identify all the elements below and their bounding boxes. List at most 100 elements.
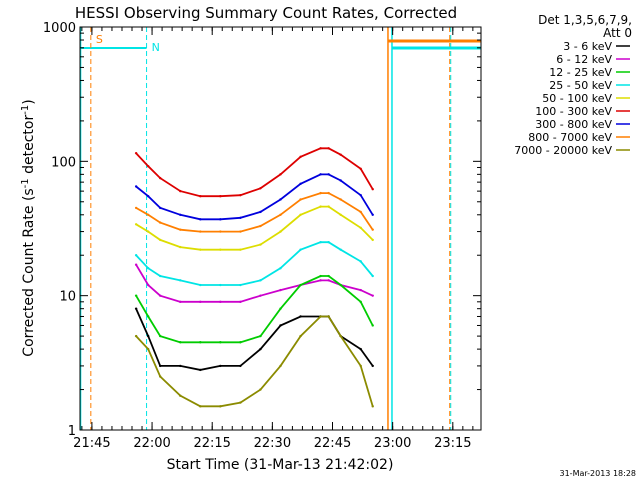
data-point-3to6kev bbox=[359, 347, 362, 351]
data-point-25to50kev bbox=[259, 279, 262, 282]
data-point-7000to20000kev bbox=[371, 405, 374, 408]
data-point-3to6kev bbox=[219, 364, 222, 368]
data-point-800to7000kev bbox=[199, 230, 202, 233]
data-point-3to6kev bbox=[179, 364, 182, 368]
legend-label: 800 - 7000 keV bbox=[528, 131, 612, 144]
data-point-300to800kev bbox=[159, 206, 162, 210]
data-point-12to25kev bbox=[299, 283, 302, 287]
data-point-800to7000kev bbox=[339, 198, 342, 201]
data-point-6to12kev bbox=[371, 294, 374, 297]
x-tick-label: 22:45 bbox=[314, 436, 351, 451]
x-tick-label: 23:00 bbox=[374, 436, 411, 451]
x-tick-label: 22:15 bbox=[193, 436, 230, 451]
data-point-50to100kev bbox=[259, 243, 262, 246]
data-point-100to300kev bbox=[327, 147, 330, 150]
data-point-25to50kev bbox=[339, 248, 342, 251]
data-point-50to100kev bbox=[134, 223, 138, 226]
footer-date: 31-Mar-2013 18:28 bbox=[560, 469, 637, 478]
data-point-7000to20000kev bbox=[327, 315, 330, 318]
y-axis: 1 10 100 1000 bbox=[43, 21, 481, 439]
series-line-12to25kev bbox=[135, 275, 374, 344]
data-point-800to7000kev bbox=[371, 228, 374, 231]
data-point-7000to20000kev bbox=[239, 401, 242, 404]
data-point-50to100kev bbox=[199, 248, 202, 251]
legend-label: 3 - 6 keV bbox=[563, 40, 612, 53]
data-point-6to12kev bbox=[219, 300, 222, 304]
y-tick-label: 1000 bbox=[43, 21, 76, 36]
data-point-800to7000kev bbox=[279, 213, 282, 216]
data-point-6to12kev bbox=[259, 294, 262, 297]
data-point-100to300kev bbox=[146, 164, 150, 168]
data-point-50to100kev bbox=[359, 226, 362, 230]
band-label-s: S bbox=[96, 33, 103, 46]
data-point-100to300kev bbox=[371, 188, 374, 191]
data-point-50to100kev bbox=[146, 230, 150, 233]
data-point-100to300kev bbox=[219, 195, 222, 198]
data-point-800to7000kev bbox=[179, 228, 182, 231]
legend-label: 12 - 25 keV bbox=[549, 66, 612, 79]
data-point-800to7000kev bbox=[146, 213, 150, 216]
chart-title: HESSI Observing Summary Count Rates, Cor… bbox=[75, 4, 457, 22]
data-point-100to300kev bbox=[134, 151, 138, 155]
data-point-800to7000kev bbox=[259, 224, 262, 228]
data-point-300to800kev bbox=[327, 173, 330, 176]
data-point-50to100kev bbox=[299, 213, 302, 216]
data-point-300to800kev bbox=[319, 173, 322, 176]
data-point-12to25kev bbox=[199, 341, 202, 344]
data-point-3to6kev bbox=[371, 364, 374, 368]
data-point-50to100kev bbox=[239, 248, 242, 251]
legend-label: 100 - 300 keV bbox=[535, 105, 612, 118]
data-point-12to25kev bbox=[359, 300, 362, 304]
data-point-300to800kev bbox=[371, 213, 374, 216]
data-point-25to50kev bbox=[319, 241, 322, 244]
data-point-12to25kev bbox=[339, 283, 342, 287]
data-point-50to100kev bbox=[327, 205, 330, 208]
data-point-7000to20000kev bbox=[319, 315, 322, 318]
data-point-6to12kev bbox=[279, 288, 282, 292]
data-point-7000to20000kev bbox=[179, 394, 182, 397]
data-point-300to800kev bbox=[339, 179, 342, 182]
data-point-25to50kev bbox=[299, 248, 302, 251]
data-point-300to800kev bbox=[146, 195, 150, 198]
data-point-300to800kev bbox=[239, 216, 242, 219]
data-point-100to300kev bbox=[199, 195, 202, 198]
data-point-25to50kev bbox=[371, 274, 374, 278]
y-tick-label: 10 bbox=[59, 290, 76, 305]
data-point-100to300kev bbox=[319, 147, 322, 150]
data-point-50to100kev bbox=[279, 230, 282, 233]
data-point-300to800kev bbox=[199, 218, 202, 221]
data-point-7000to20000kev bbox=[199, 405, 202, 408]
x-tick-label: 22:30 bbox=[254, 436, 291, 451]
data-point-6to12kev bbox=[319, 279, 322, 282]
data-point-100to300kev bbox=[339, 153, 342, 156]
data-point-25to50kev bbox=[219, 283, 222, 287]
data-point-3to6kev bbox=[279, 324, 282, 327]
data-point-12to25kev bbox=[259, 334, 262, 338]
data-point-3to6kev bbox=[146, 334, 150, 338]
data-point-7000to20000kev bbox=[259, 388, 262, 391]
series-line-100to300kev bbox=[135, 147, 374, 198]
x-axis: 21:45 22:00 22:15 22:30 22:45 23:00 23:15 bbox=[73, 27, 474, 451]
data-point-12to25kev bbox=[179, 341, 182, 344]
data-point-800to7000kev bbox=[359, 210, 362, 214]
series-line-7000to20000kev bbox=[135, 315, 374, 408]
data-point-100to300kev bbox=[179, 189, 182, 193]
data-point-300to800kev bbox=[359, 193, 362, 197]
data-point-800to7000kev bbox=[239, 230, 242, 233]
data-point-25to50kev bbox=[159, 274, 162, 278]
data-point-6to12kev bbox=[327, 279, 330, 282]
x-tick-label: 22:00 bbox=[133, 436, 170, 451]
data-point-7000to20000kev bbox=[134, 334, 138, 338]
data-point-300to800kev bbox=[299, 182, 302, 186]
data-point-50to100kev bbox=[219, 248, 222, 251]
legend-label: 300 - 800 keV bbox=[535, 118, 612, 131]
data-point-800to7000kev bbox=[327, 191, 330, 195]
data-point-300to800kev bbox=[179, 213, 182, 216]
y-axis-label: Corrected Count Rate (s-1 detector-1) bbox=[20, 99, 37, 356]
data-point-300to800kev bbox=[259, 210, 262, 214]
data-point-50to100kev bbox=[159, 238, 162, 242]
data-point-6to12kev bbox=[199, 300, 202, 304]
data-point-7000to20000kev bbox=[359, 364, 362, 368]
